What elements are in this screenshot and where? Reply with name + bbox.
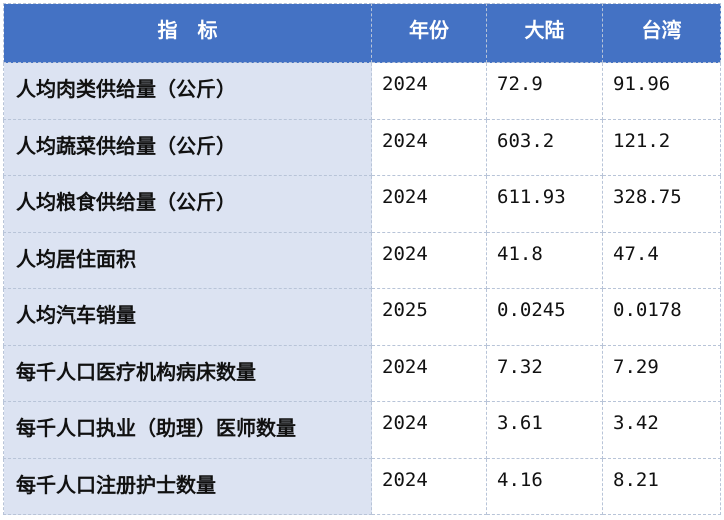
header-row: 指 标 年份 大陆 台湾 (3, 3, 721, 63)
table-row: 每千人口执业（助理）医师数量 2024 3.61 3.42 (3, 401, 721, 459)
table-row: 人均粮食供给量（公斤） 2024 611.93 328.75 (3, 175, 721, 233)
header-taiwan: 台湾 (602, 3, 721, 63)
mainland-cell: 72.9 (486, 62, 603, 120)
mainland-cell: 611.93 (486, 175, 603, 233)
taiwan-cell: 91.96 (602, 62, 721, 120)
taiwan-cell: 3.42 (602, 401, 721, 459)
mainland-cell: 0.0245 (486, 288, 603, 346)
year-cell: 2024 (371, 344, 487, 402)
indicator-cell: 人均蔬菜供给量（公斤） (3, 118, 372, 176)
taiwan-cell: 121.2 (602, 118, 721, 176)
year-cell: 2024 (371, 401, 487, 459)
taiwan-cell: 47.4 (602, 231, 721, 289)
taiwan-cell: 7.29 (602, 344, 721, 402)
header-year: 年份 (371, 3, 487, 63)
taiwan-cell: 8.21 (602, 457, 721, 515)
header-mainland: 大陆 (486, 3, 603, 63)
table-row: 人均肉类供给量（公斤） 2024 72.9 91.96 (3, 62, 721, 120)
table-row: 每千人口注册护士数量 2024 4.16 8.21 (3, 457, 721, 515)
mainland-cell: 41.8 (486, 231, 603, 289)
year-cell: 2024 (371, 231, 487, 289)
comparison-table: 指 标 年份 大陆 台湾 人均肉类供给量（公斤） 2024 72.9 91.96 人均蔬… (3, 3, 721, 515)
year-cell: 2024 (371, 457, 487, 515)
mainland-cell: 4.16 (486, 457, 603, 515)
mainland-cell: 7.32 (486, 344, 603, 402)
taiwan-cell: 0.0178 (602, 288, 721, 346)
table-row: 人均蔬菜供给量（公斤） 2024 603.2 121.2 (3, 118, 721, 176)
indicator-cell: 每千人口医疗机构病床数量 (3, 344, 372, 402)
indicator-cell: 每千人口注册护士数量 (3, 457, 372, 515)
year-cell: 2025 (371, 288, 487, 346)
year-cell: 2024 (371, 118, 487, 176)
indicator-cell: 人均粮食供给量（公斤） (3, 175, 372, 233)
mainland-cell: 603.2 (486, 118, 603, 176)
indicator-cell: 人均居住面积 (3, 231, 372, 289)
indicator-cell: 人均肉类供给量（公斤） (3, 62, 372, 120)
indicator-cell: 每千人口执业（助理）医师数量 (3, 401, 372, 459)
header-indicator: 指 标 (3, 3, 372, 63)
year-cell: 2024 (371, 62, 487, 120)
table-row: 人均汽车销量 2025 0.0245 0.0178 (3, 288, 721, 346)
taiwan-cell: 328.75 (602, 175, 721, 233)
year-cell: 2024 (371, 175, 487, 233)
table-row: 人均居住面积 2024 41.8 47.4 (3, 231, 721, 289)
table-row: 每千人口医疗机构病床数量 2024 7.32 7.29 (3, 344, 721, 402)
indicator-cell: 人均汽车销量 (3, 288, 372, 346)
mainland-cell: 3.61 (486, 401, 603, 459)
